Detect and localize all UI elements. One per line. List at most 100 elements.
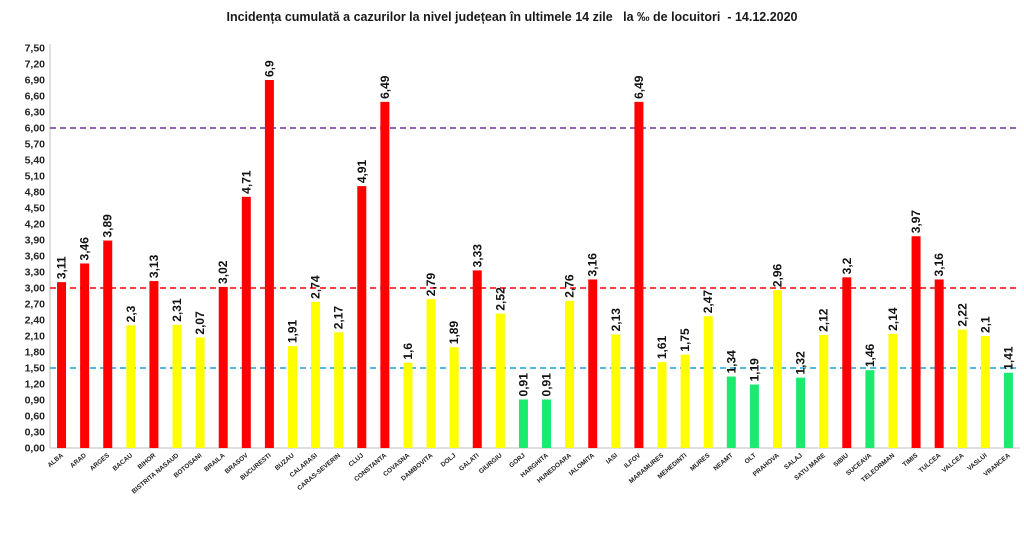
x-tick-label: SALAJ (783, 452, 804, 471)
bar-timis (911, 236, 921, 448)
data-label: 1,89 (447, 321, 461, 345)
data-label: 3,02 (216, 260, 230, 284)
bar-iasi (611, 334, 621, 448)
y-tick-label: 6,60 (25, 91, 46, 103)
bar-bihor (149, 281, 159, 448)
data-label: 3,13 (147, 254, 161, 278)
y-tick-label: 0,00 (25, 443, 46, 455)
data-label: 2,13 (609, 308, 623, 332)
data-label: 3,2 (840, 257, 854, 274)
bar-brasov (241, 196, 251, 448)
x-tick-label: MURES (689, 452, 712, 473)
data-label: 1,34 (724, 350, 738, 374)
bar-hunedoara (565, 300, 575, 448)
bar-caras-severin (334, 332, 344, 448)
bar-maramures (657, 362, 667, 448)
bar-salaj (796, 377, 806, 448)
bar-vaslui (980, 336, 990, 448)
y-tick-label: 0,90 (25, 395, 46, 407)
bar-tulcea (934, 279, 944, 448)
bar-teleorman (888, 333, 898, 448)
data-label: 2,1 (978, 316, 992, 333)
y-tick-label: 4,20 (25, 219, 46, 231)
bar-mehedinti (680, 354, 690, 448)
data-label: 1,41 (1001, 346, 1015, 370)
data-label: 2,47 (701, 290, 715, 314)
chart-title: Incidența cumulată a cazurilor la nivel … (226, 10, 798, 24)
bar-bucuresti (264, 80, 274, 448)
y-tick-label: 4,80 (25, 187, 46, 199)
y-tick-label: 1,20 (25, 379, 46, 391)
bar-ialomita (588, 279, 598, 448)
bar-braila (218, 286, 228, 448)
data-label: 2,12 (817, 308, 831, 332)
x-tick-label: SIBIU (832, 452, 850, 469)
y-tick-label: 1,50 (25, 363, 46, 375)
y-tick-label: 6,00 (25, 123, 46, 135)
bar-alba (57, 282, 67, 448)
bar-covasna (403, 362, 413, 448)
bar-harghita (542, 399, 552, 448)
data-label: 1,46 (863, 343, 877, 367)
x-tick-label: GORJ (508, 452, 527, 469)
y-tick-label: 4,50 (25, 203, 46, 215)
data-label: 1,6 (401, 343, 415, 360)
data-label: 1,61 (655, 335, 669, 359)
bar-bacau (126, 325, 136, 448)
x-tick-label: TIMIS (902, 452, 920, 469)
x-tick-label: CARAS-SEVERIN (296, 452, 342, 492)
data-label: 3,46 (78, 237, 92, 261)
data-label: 2,74 (309, 275, 323, 299)
data-label: 3,16 (932, 253, 946, 277)
x-tick-label: ALBA (46, 452, 65, 469)
bar-sibiu (842, 277, 852, 448)
data-label: 2,96 (771, 263, 785, 287)
bar-suceava (865, 370, 875, 448)
bar-botosani (195, 337, 205, 448)
y-tick-label: 3,00 (25, 283, 46, 295)
y-tick-label: 3,30 (25, 267, 46, 279)
bar-dolj (449, 347, 459, 448)
x-tick-label: DOLJ (440, 452, 458, 469)
x-tick-label: ARGES (89, 452, 112, 473)
bar-vrancea (1003, 372, 1013, 448)
x-tick-label: CLUJ (348, 452, 366, 469)
y-tick-label: 2,40 (25, 315, 46, 327)
data-label: 1,75 (678, 328, 692, 352)
data-label: 2,3 (124, 305, 138, 322)
bar-arges (103, 240, 113, 448)
data-label: 6,49 (378, 75, 392, 99)
data-label: 2,31 (170, 298, 184, 322)
x-tick-label: GIURGIU (478, 452, 504, 475)
x-tick-label: BIHOR (137, 452, 158, 471)
bar-mures (703, 316, 713, 448)
x-tick-label: VALCEA (941, 452, 966, 474)
data-label: 4,71 (239, 170, 253, 194)
y-tick-label: 2,10 (25, 331, 46, 343)
x-tick-label: IASI (605, 452, 619, 466)
data-label: 2,76 (563, 274, 577, 298)
bar-constanta (380, 101, 390, 448)
data-label: 3,33 (470, 244, 484, 268)
bar-cluj (357, 186, 367, 448)
y-tick-label: 1,80 (25, 347, 46, 359)
data-label: 2,79 (424, 273, 438, 297)
data-label: 4,91 (355, 159, 369, 183)
x-tick-label: ARAD (69, 452, 88, 470)
data-label: 0,91 (516, 373, 530, 397)
bar-calarasi (311, 301, 321, 448)
data-label: 2,52 (493, 287, 507, 311)
data-label: 3,89 (101, 214, 115, 238)
data-label: 0,91 (540, 373, 554, 397)
bar-olt (749, 384, 759, 448)
x-tick-label: OLT (744, 452, 758, 465)
x-tick-label: IALOMITA (568, 452, 596, 477)
data-label: 1,19 (747, 358, 761, 382)
bar-arad (80, 263, 90, 448)
bar-satu-mare (819, 334, 829, 448)
data-label: 3,16 (586, 253, 600, 277)
y-tick-label: 3,90 (25, 235, 46, 247)
bar-dambovita (426, 299, 436, 448)
